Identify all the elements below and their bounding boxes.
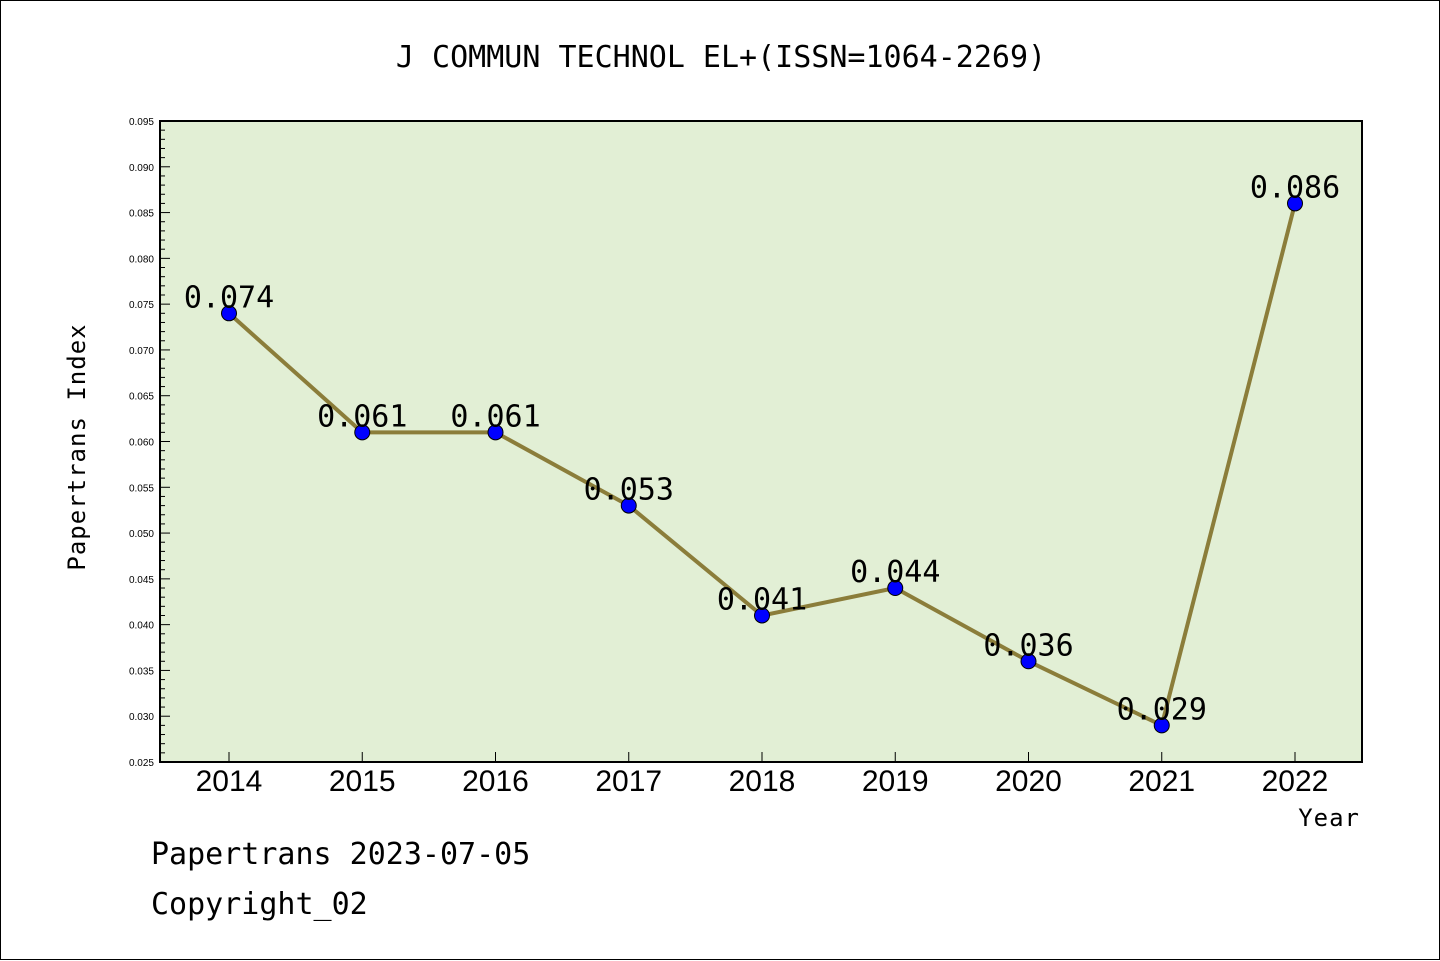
y-tick-label: 0.085 xyxy=(129,209,154,220)
data-point xyxy=(1020,653,1037,670)
data-point xyxy=(887,580,904,597)
x-tick-label: 2014 xyxy=(196,765,263,798)
x-tick-label: 2022 xyxy=(1262,765,1329,798)
data-labels: 0.074 0.061 0.061 0.053 0.041 0.044 0.036 0.029… xyxy=(184,170,1340,727)
data-point xyxy=(221,305,237,322)
data-label: 0.053 xyxy=(584,473,674,508)
data-label: 0.044 xyxy=(850,555,940,590)
footer-copyright: Copyright_02 xyxy=(151,887,368,922)
x-tick-label: 2017 xyxy=(595,765,662,798)
y-tick-label: 0.075 xyxy=(129,300,154,311)
y-tick-label: 0.095 xyxy=(129,117,154,128)
data-label: 0.074 xyxy=(184,280,274,315)
x-tick-label: 2019 xyxy=(862,765,929,798)
data-label: 0.061 xyxy=(450,399,540,434)
y-tick-label: 0.050 xyxy=(129,529,154,540)
x-tick-label: 2015 xyxy=(329,765,396,798)
x-tick-label: 2021 xyxy=(1128,765,1195,798)
data-label: 0.036 xyxy=(983,628,1073,663)
data-point xyxy=(1153,717,1170,734)
plot-area xyxy=(159,120,1363,763)
y-tick-label: 0.080 xyxy=(129,254,154,265)
y-tick-label: 0.090 xyxy=(129,163,154,174)
y-tick-label: 0.060 xyxy=(129,438,154,449)
data-label: 0.041 xyxy=(717,582,807,617)
data-label: 0.086 xyxy=(1250,170,1340,205)
x-axis: 2014 2015 2016 2017 2018 2019 2020 2021 2022 xyxy=(196,752,1329,798)
data-point xyxy=(1287,195,1303,212)
data-point xyxy=(354,424,371,441)
data-label: 0.029 xyxy=(1117,692,1207,727)
data-point xyxy=(620,497,637,514)
footer-date: Papertrans 2023-07-05 xyxy=(151,837,531,872)
x-tick-label: 2016 xyxy=(462,765,529,798)
chart-title: J COMMUN TECHNOL EL+(ISSN=1064-2269) xyxy=(396,40,1046,75)
data-point xyxy=(487,424,504,441)
data-point xyxy=(754,607,770,624)
x-tick-label: 2020 xyxy=(995,765,1062,798)
y-tick-label: 0.070 xyxy=(129,346,154,357)
data-label: 0.061 xyxy=(317,399,407,434)
y-tick-label: 0.055 xyxy=(129,483,154,494)
x-tick-label: 2018 xyxy=(729,765,796,798)
y-tick-label: 0.025 xyxy=(129,758,154,769)
y-tick-label: 0.045 xyxy=(129,575,154,586)
y-axis-label: Papertrans Index xyxy=(63,323,91,570)
y-tick-label: 0.030 xyxy=(129,712,154,723)
y-axis: 0.025 0.030 0.035 0.040 0.045 0.050 0.055 0.060… xyxy=(129,117,170,769)
y-tick-label: 0.035 xyxy=(129,666,154,677)
y-tick-label: 0.040 xyxy=(129,621,154,632)
y-tick-label: 0.065 xyxy=(129,392,154,403)
data-markers xyxy=(221,195,1303,734)
x-axis-label: Year xyxy=(1298,804,1360,832)
